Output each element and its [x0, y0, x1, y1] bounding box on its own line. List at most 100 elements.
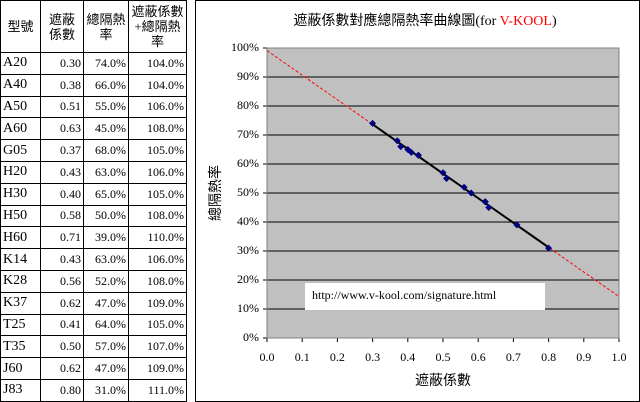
x-tick-label: 0.5: [436, 350, 451, 364]
title-highlight: V-KOOL: [500, 14, 552, 29]
table-cell: A20: [0, 52, 41, 75]
point: [545, 244, 553, 252]
table-cell: 39.0%: [83, 226, 129, 250]
table-cell: J83: [0, 378, 41, 402]
point: [481, 198, 489, 206]
table-cell: 47.0%: [83, 291, 129, 315]
y-tick-label: 70%: [237, 127, 259, 141]
y-tick-label: 40%: [237, 214, 259, 228]
table-row: H20 0.43 63.0% 106.0%: [0, 160, 187, 184]
annotation-box: [305, 283, 545, 310]
header-cell: 遮蔽係數: [40, 0, 84, 53]
y-tick-label: 10%: [237, 301, 259, 315]
table-cell: 108.0%: [128, 269, 187, 293]
table-row: J83 0.80 31.0% 111.0%: [0, 378, 187, 402]
table-row: A40 0.38 66.0% 104.0%: [0, 73, 187, 97]
table-row: K14 0.43 63.0% 106.0%: [0, 248, 187, 271]
table-cell: 105.0%: [128, 313, 187, 337]
table-cell: 106.0%: [128, 160, 187, 184]
table-row: A50 0.51 55.0% 106.0%: [0, 95, 187, 119]
point: [414, 151, 422, 159]
table-cell: 109.0%: [128, 357, 187, 380]
table-row: J60 0.62 47.0% 109.0%: [0, 357, 187, 380]
table-cell: H60: [0, 226, 41, 250]
table-cell: 0.56: [40, 269, 84, 293]
x-tick-label: 0.7: [506, 350, 521, 364]
table-cell: 55.0%: [83, 95, 129, 119]
x-tick-label: 0.2: [330, 350, 345, 364]
table-cell: 52.0%: [83, 269, 129, 293]
header-row: 型號 遮蔽係數 總隔熱率 遮蔽係數+總隔熱率: [0, 0, 187, 53]
point: [439, 169, 447, 177]
x-tick-label: 0.6: [471, 350, 486, 364]
title-text: 遮蔽係數對應總隔熱率曲線圖(for: [293, 12, 499, 29]
table-cell: 0.51: [40, 95, 84, 119]
table-cell: 0.50: [40, 335, 84, 359]
table-cell: 50.0%: [83, 204, 129, 228]
table-row: H30 0.40 65.0% 105.0%: [0, 182, 187, 206]
table-cell: 64.0%: [83, 313, 129, 337]
y-tick-label: 50%: [237, 185, 259, 199]
chart-title: 遮蔽係數對應總隔熱率曲線圖(for V-KOOL): [293, 12, 557, 29]
table-cell: 68.0%: [83, 139, 129, 162]
table-row: T35 0.50 57.0% 107.0%: [0, 335, 187, 359]
table-cell: A40: [0, 73, 41, 97]
y-tick-label: 100%: [231, 40, 259, 54]
table-cell: 0.38: [40, 73, 84, 97]
table-cell: K37: [0, 291, 41, 315]
table-cell: 104.0%: [128, 52, 187, 75]
table-cell: 110.0%: [128, 226, 187, 250]
table-cell: 0.58: [40, 204, 84, 228]
point: [369, 119, 377, 127]
table-cell: H20: [0, 160, 41, 184]
y-tick-label: 90%: [237, 69, 259, 83]
table-cell: T35: [0, 335, 41, 359]
table-cell: 105.0%: [128, 182, 187, 206]
table-cell: 106.0%: [128, 95, 187, 119]
point: [393, 137, 401, 145]
table-cell: 0.37: [40, 139, 84, 162]
y-tick-label: 20%: [237, 272, 259, 286]
table-cell: J60: [0, 357, 41, 380]
point: [460, 183, 468, 191]
table-cell: 109.0%: [128, 291, 187, 315]
table-cell: K14: [0, 248, 41, 271]
table-row: H50 0.58 50.0% 108.0%: [0, 204, 187, 228]
y-tick-label: 0%: [243, 330, 259, 344]
table-cell: A60: [0, 117, 41, 141]
table-cell: 0.63: [40, 117, 84, 141]
header-cell: 總隔熱率: [83, 0, 129, 53]
table-cell: T25: [0, 313, 41, 337]
plot-border: [266, 47, 620, 339]
table-cell: 0.41: [40, 313, 84, 337]
table-cell: H50: [0, 204, 41, 228]
point: [485, 204, 493, 211]
point: [513, 221, 521, 229]
y-axis-label: 總隔熱率: [207, 165, 224, 221]
table-cell: A50: [0, 95, 41, 119]
x-tick-label: 0.1: [295, 350, 310, 364]
x-axis-label: 遮蔽係數: [415, 373, 471, 389]
table-cell: 0.80: [40, 378, 84, 402]
table-cell: 0.40: [40, 182, 84, 206]
table-cell: K28: [0, 269, 41, 293]
table-cell: 105.0%: [128, 139, 187, 162]
table-row: K37 0.62 47.0% 109.0%: [0, 291, 187, 315]
data-table: 型號 遮蔽係數 總隔熱率 遮蔽係數+總隔熱率 A20 0.30 74.0% 104.0% A4…: [0, 0, 187, 402]
header-cell: 遮蔽係數+總隔熱率: [128, 0, 187, 53]
table-cell: H30: [0, 182, 41, 206]
point: [467, 189, 475, 197]
x-tick-label: 0.4: [400, 350, 415, 364]
table-row: H60 0.71 39.0% 110.0%: [0, 226, 187, 250]
table-row: A60 0.63 45.0% 108.0%: [0, 117, 187, 141]
point: [407, 148, 415, 156]
x-tick-label: 0.9: [576, 350, 591, 364]
table-cell: 65.0%: [83, 182, 129, 206]
table-cell: 63.0%: [83, 248, 129, 271]
table-cell: 0.30: [40, 52, 84, 75]
x-tick-label: 1.0: [612, 350, 627, 364]
x-tick-label: 0.0: [260, 350, 275, 364]
table-cell: 0.62: [40, 357, 84, 380]
table-cell: 106.0%: [128, 248, 187, 271]
table-cell: 108.0%: [128, 117, 187, 141]
